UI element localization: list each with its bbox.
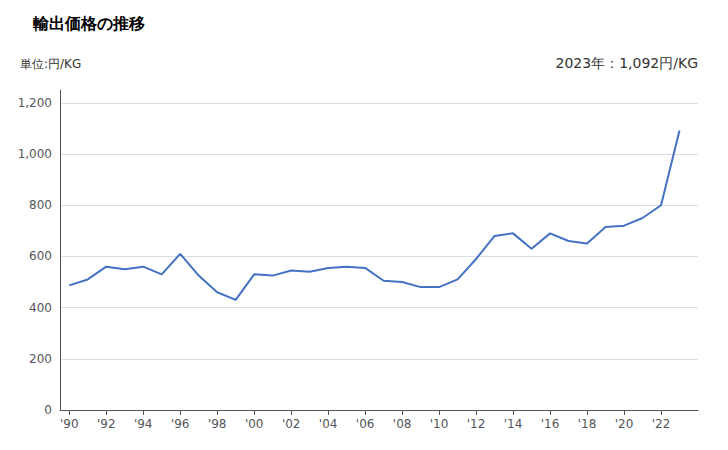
svg-text:'12: '12: [467, 417, 486, 431]
svg-text:600: 600: [29, 249, 52, 263]
svg-text:2023年：1,092円/KG: 2023年：1,092円/KG: [556, 55, 698, 71]
svg-text:'14: '14: [504, 417, 523, 431]
svg-text:輸出価格の推移: 輸出価格の推移: [32, 14, 145, 33]
svg-text:'16: '16: [541, 417, 560, 431]
svg-text:400: 400: [29, 301, 52, 315]
svg-text:800: 800: [29, 198, 52, 212]
svg-text:'20: '20: [615, 417, 634, 431]
svg-text:0: 0: [44, 403, 52, 417]
svg-text:'02: '02: [282, 417, 301, 431]
svg-text:'10: '10: [430, 417, 449, 431]
svg-text:'00: '00: [245, 417, 264, 431]
svg-text:1,200: 1,200: [18, 96, 52, 110]
svg-text:'22: '22: [652, 417, 671, 431]
svg-text:200: 200: [29, 352, 52, 366]
svg-text:'04: '04: [319, 417, 338, 431]
svg-text:'08: '08: [393, 417, 412, 431]
svg-text:単位:円/KG: 単位:円/KG: [20, 57, 81, 71]
svg-text:'90: '90: [60, 417, 79, 431]
svg-text:'94: '94: [134, 417, 153, 431]
svg-text:1,000: 1,000: [18, 147, 52, 161]
svg-text:'98: '98: [208, 417, 227, 431]
svg-text:'96: '96: [171, 417, 190, 431]
svg-text:'18: '18: [578, 417, 597, 431]
svg-text:'92: '92: [97, 417, 116, 431]
svg-text:'06: '06: [356, 417, 375, 431]
